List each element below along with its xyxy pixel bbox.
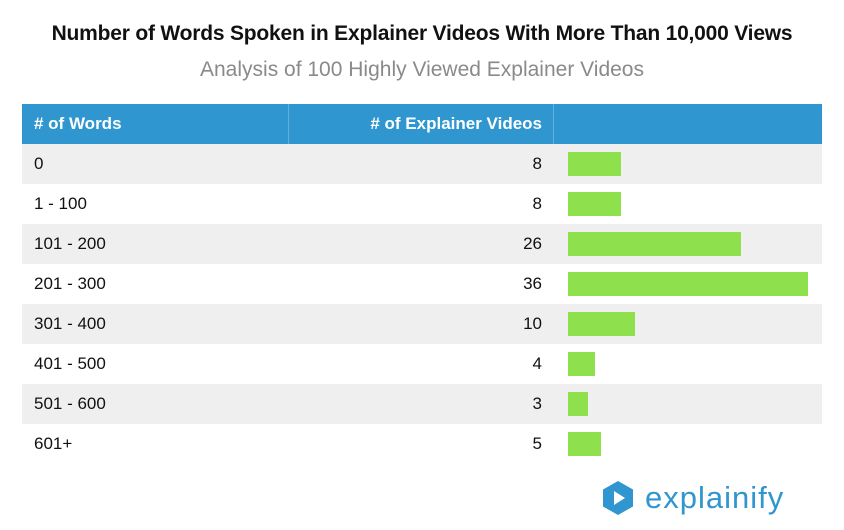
bar-cell [568, 144, 822, 184]
cell-count: 4 [532, 354, 542, 373]
chart-subtitle: Analysis of 100 Highly Viewed Explainer … [200, 58, 644, 81]
bar [568, 232, 741, 256]
table-row: 201 - 300 36 [22, 264, 822, 304]
cell-words: 401 - 500 [34, 354, 106, 373]
brand-logo: explainify [601, 478, 827, 518]
cell-words: 0 [34, 154, 44, 173]
bar-cell [568, 304, 822, 344]
cell-words: 301 - 400 [34, 314, 106, 333]
cell-count: 10 [523, 314, 542, 333]
cell-count: 36 [523, 274, 542, 293]
bar [568, 192, 621, 216]
bar-cell [568, 224, 822, 264]
cell-count: 8 [532, 194, 542, 213]
cell-count: 26 [523, 234, 542, 253]
table-header: # of Words # of Explainer Videos [22, 104, 822, 144]
table-row: 601+ 5 [22, 424, 822, 464]
bar-cell [568, 384, 822, 424]
cell-words: 1 - 100 [34, 194, 87, 213]
bar [568, 392, 588, 416]
chart-title: Number of Words Spoken in Explainer Vide… [51, 22, 793, 45]
bar-cell [568, 264, 822, 304]
cell-count: 5 [532, 434, 542, 453]
play-icon [603, 481, 633, 515]
header-divider [553, 104, 554, 144]
bar [568, 352, 595, 376]
cell-words: 501 - 600 [34, 394, 106, 413]
table-row: 501 - 600 3 [22, 384, 822, 424]
table-row: 101 - 200 26 [22, 224, 822, 264]
brand-logo-text: explainify [645, 480, 785, 515]
cell-words: 101 - 200 [34, 234, 106, 253]
bar-cell [568, 344, 822, 384]
bar-cell [568, 184, 822, 224]
bar [568, 312, 635, 336]
bar-cell [568, 424, 822, 464]
table-row: 1 - 100 8 [22, 184, 822, 224]
bar [568, 432, 601, 456]
table-row: 401 - 500 4 [22, 344, 822, 384]
cell-words: 601+ [34, 434, 73, 453]
cell-count: 3 [532, 394, 542, 413]
bar [568, 152, 621, 176]
cell-count: 8 [532, 154, 542, 173]
column-header-videos: # of Explainer Videos [370, 114, 542, 133]
column-header-words: # of Words [34, 114, 122, 133]
table-row: 301 - 400 10 [22, 304, 822, 344]
bar [568, 272, 808, 296]
cell-words: 201 - 300 [34, 274, 106, 293]
header-divider [288, 104, 289, 144]
